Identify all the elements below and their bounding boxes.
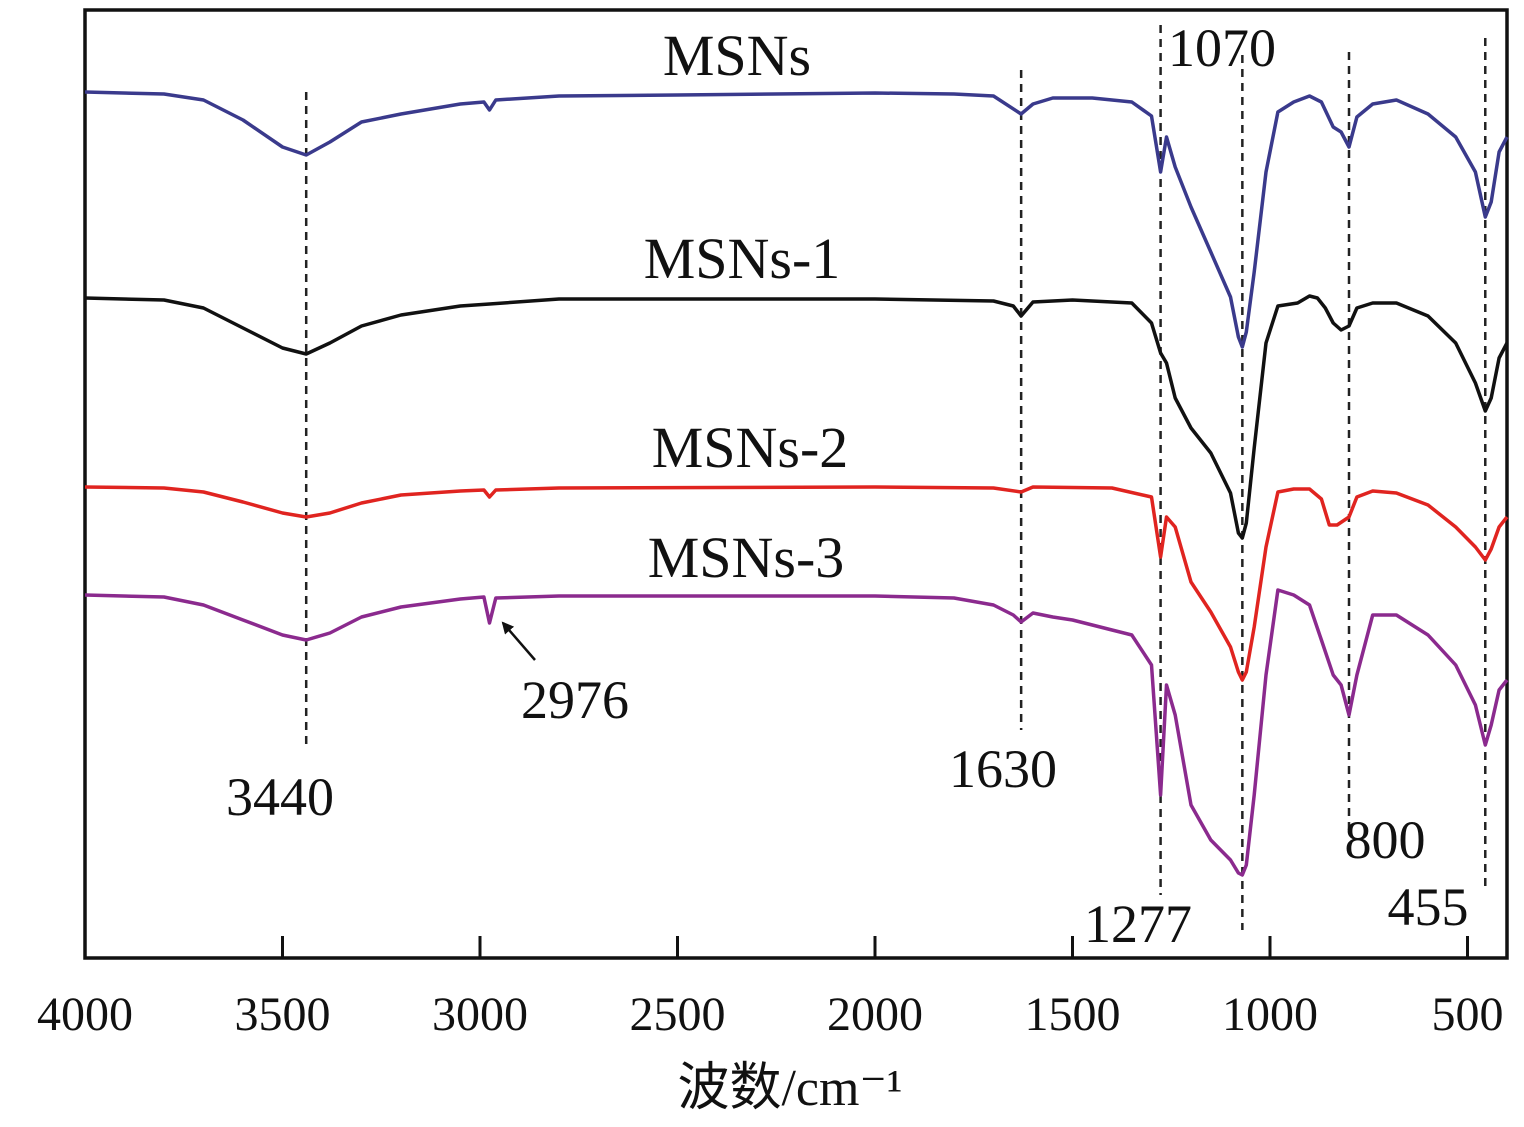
series-line-msns-3	[84, 588, 1509, 877]
x-tick-label-2000: 2000	[827, 988, 923, 1041]
peak-label-455: 455	[1388, 877, 1469, 937]
series-line-msns-2	[84, 485, 1509, 682]
peak-label-3440: 3440	[226, 767, 334, 827]
series-line-msns	[84, 90, 1509, 349]
peak-label-1070: 1070	[1168, 18, 1276, 78]
peak-label-1630: 1630	[949, 739, 1057, 799]
x-tick-label-500: 500	[1432, 988, 1504, 1041]
x-tick-label-1500: 1500	[1025, 988, 1121, 1041]
x-tick-label-3000: 3000	[432, 988, 528, 1041]
plot-frame	[83, 8, 1509, 960]
x-tick-label-2500: 2500	[630, 988, 726, 1041]
series-label-msns-3: MSNs-3	[648, 525, 845, 590]
spectrum-traces	[84, 90, 1509, 877]
x-axis-title: 波数/cm⁻¹	[677, 1060, 902, 1117]
peak-label-1277: 1277	[1084, 894, 1192, 954]
peak-arrow-2976	[501, 621, 536, 661]
series-label-msns: MSNs	[663, 23, 811, 88]
series-label-msns-2: MSNs-2	[652, 415, 849, 480]
series-label-msns-1: MSNs-1	[644, 226, 841, 291]
x-axis-ticks: 4000 3500 3000 2500 2000 1500 1000 500	[37, 936, 1504, 1041]
x-tick-label-3500: 3500	[235, 988, 331, 1041]
peak-label-800: 800	[1345, 810, 1426, 870]
x-tick-label-1000: 1000	[1222, 988, 1318, 1041]
peak-marker-lines	[304, 25, 1487, 930]
x-tick-label-4000: 4000	[37, 988, 133, 1041]
peak-label-2976: 2976	[521, 670, 629, 730]
series-line-msns-1	[84, 294, 1509, 540]
